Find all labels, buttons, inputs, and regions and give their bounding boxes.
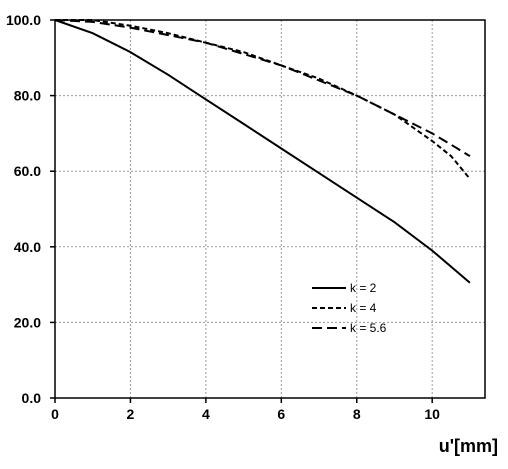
x-tick-label: 4 [202, 406, 210, 422]
plot-frame [54, 19, 486, 399]
x-axis-label: u'[mm] [439, 436, 498, 456]
y-tick-label: 40.0 [14, 239, 41, 255]
y-tick-label: 100.0 [6, 12, 41, 28]
series-line-3 [54, 19, 471, 157]
y-tick-label: 0.0 [22, 390, 42, 406]
x-tick-label: 0 [51, 406, 59, 422]
x-tick-label: 6 [277, 406, 285, 422]
grid-lines [54, 19, 485, 399]
y-tick-label: 80.0 [14, 88, 41, 104]
y-axis-ticks: 0.0 20.0 40.0 60.0 80.0 100.0 [6, 12, 55, 406]
y-tick-label: 60.0 [14, 163, 41, 179]
x-axis-ticks: 0 2 4 6 8 10 [51, 398, 440, 422]
series-line-1 [54, 19, 471, 284]
y-tick-label: 20.0 [14, 314, 41, 330]
legend-label: k = 4 [350, 301, 377, 315]
x-tick-label: 2 [127, 406, 135, 422]
series-line-2 [55, 19, 471, 180]
series-lines [54, 19, 471, 284]
x-tick-label: 10 [424, 406, 440, 422]
legend-label: k = 2 [350, 281, 377, 295]
legend: k = 2 k = 4 k = 5.6 [312, 281, 387, 335]
legend-label: k = 5.6 [350, 321, 387, 335]
x-tick-label: 8 [353, 406, 361, 422]
